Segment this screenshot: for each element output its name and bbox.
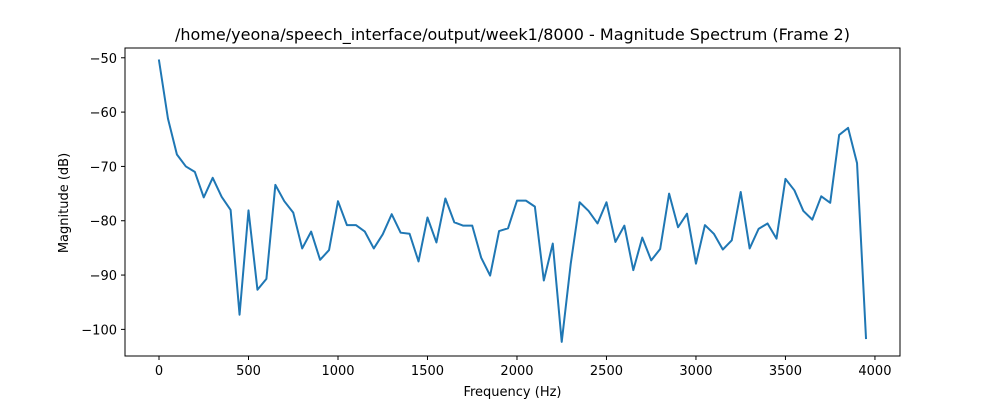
x-tick-label: 0: [155, 364, 163, 379]
plot-area: 0 500 1000 1500 2000 2500 3000 3500 4000 −50 −60 −7…: [81, 47, 901, 379]
x-axis-label: Frequency (Hz): [463, 385, 561, 400]
x-tick-label: 3000: [679, 364, 712, 379]
axes-frame: [124, 47, 901, 357]
x-tick-label: 3500: [769, 364, 802, 379]
chart-title: /home/yeona/speech_interface/output/week…: [175, 25, 850, 45]
series-line-0: [157, 59, 868, 343]
x-tick-label: 2500: [590, 364, 623, 379]
x-tick-label: 4000: [858, 364, 891, 379]
y-tick-label: −80: [90, 215, 117, 230]
y-axis-label: Magnitude (dB): [57, 153, 72, 253]
x-tick-label: 1000: [321, 364, 354, 379]
x-tick-label: 500: [236, 364, 261, 379]
y-tick-label: −90: [90, 269, 117, 284]
x-tick-label: 1500: [411, 364, 444, 379]
y-tick-label: −60: [90, 106, 117, 121]
y-tick-label: −50: [90, 52, 117, 67]
x-tick-label: 2000: [500, 364, 533, 379]
y-tick-label: −70: [90, 160, 117, 175]
y-tick-label: −100: [81, 323, 117, 338]
